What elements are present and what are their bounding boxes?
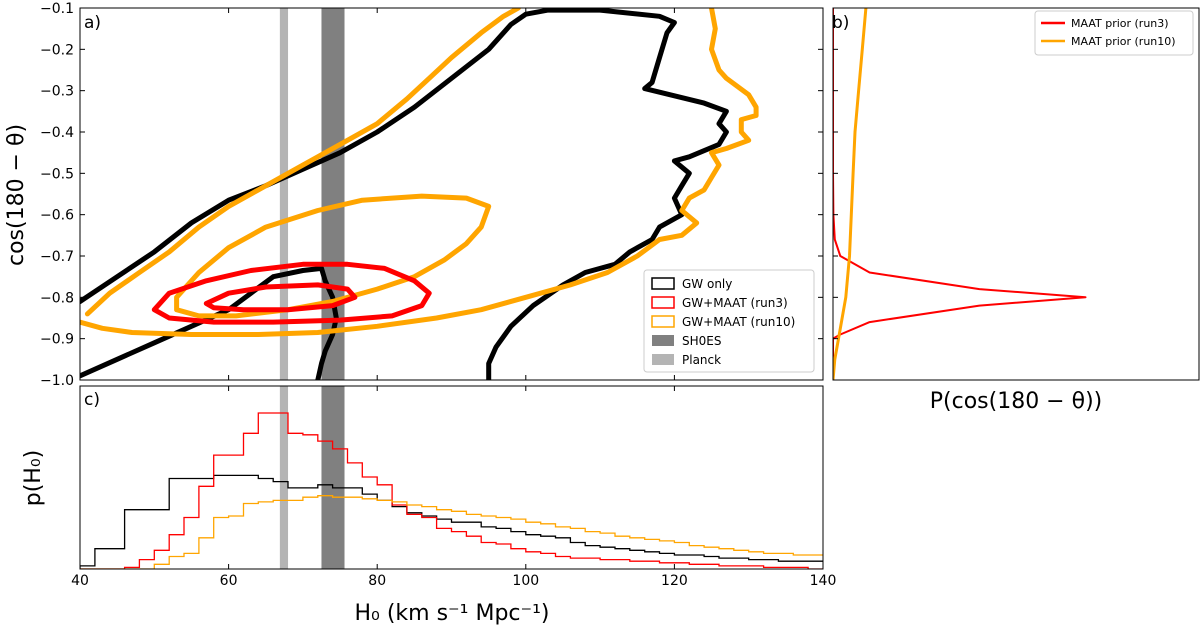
panel-c-ticks: 40 60 80 100 120 140 [71, 386, 836, 589]
x-tick-label: 120 [661, 573, 688, 589]
legend-label-planck: Planck [682, 353, 721, 367]
legend-swatch-gw-only [651, 277, 675, 290]
legend-box-b [1034, 10, 1194, 56]
panel-c-histograms [80, 412, 823, 569]
band-sh0es [321, 386, 345, 569]
legend-label-gw-maat-run10: GW+MAAT (run10) [682, 315, 795, 329]
legend-swatch-sh0es [652, 335, 674, 346]
y-tick-label: −0.6 [40, 208, 74, 224]
panel-c-tag: c) [84, 390, 100, 410]
panel-a-y-axis-title: cos(180 − θ) [4, 124, 29, 266]
contour-gw-maat-run3-6 [203, 282, 358, 313]
y-tick-label: −1.0 [40, 373, 74, 389]
y-tick-label: −0.7 [40, 249, 74, 265]
panel-c-frame [79, 385, 824, 570]
panel-a-legend: GW only GW+MAAT (run3) GW+MAAT (run10) SH0E… [643, 269, 815, 373]
panel-b-x-axis-title: P(cos(180 − θ)) [930, 389, 1103, 414]
legend-label-gw-only: GW only [682, 277, 732, 291]
x-tick-label: 100 [512, 573, 539, 589]
histogram-gw-maat-run3 [80, 412, 823, 569]
x-tick-label: 60 [220, 573, 238, 589]
panel-b-frame [832, 7, 1200, 381]
contour-gw-only-0 [80, 8, 729, 380]
legend-label-maat-prior-run10: MAAT prior (run10) [1071, 35, 1176, 48]
band-planck [279, 8, 289, 380]
legend-box [643, 269, 815, 373]
legend-swatch-gw-maat-run10 [651, 315, 675, 328]
contour-gw-maat-run10-2 [84, 8, 521, 317]
histogram-gw-only [80, 474, 823, 569]
panel-c-x-axis-title: H₀ (km s⁻¹ Mpc⁻¹) [354, 601, 549, 626]
panel-a-ticks: −1.0 −0.9 −0.8 −0.7 −0.6 −0.5 −0.4 −0.3 −0.2 −0.1 [40, 1, 824, 389]
y-tick-label: −0.3 [40, 84, 74, 100]
panel-c-bands [279, 386, 345, 569]
panel-b-legend: MAAT prior (run3) MAAT prior (run10) [1034, 10, 1194, 56]
legend-swatch-planck [652, 354, 674, 365]
panel-a-frame [79, 7, 824, 381]
prior-line-maat-prior-run10 [833, 8, 868, 380]
y-tick-label: −0.9 [40, 332, 74, 348]
x-tick-label: 40 [71, 573, 89, 589]
contour-gw-maat-run10-4 [174, 193, 492, 319]
panel-c-histogram: 40 60 80 100 120 140 c) p(H₀) H₀ (km s⁻¹ Mpc⁻… [21, 385, 836, 626]
y-tick-label: −0.5 [40, 166, 74, 182]
contour-gw-maat-run10-3 [80, 8, 759, 337]
legend-swatch-gw-maat-run3 [651, 296, 675, 309]
legend-label-maat-prior-run3: MAAT prior (run3) [1071, 17, 1169, 30]
panel-c-y-axis-title: p(H₀) [21, 450, 46, 507]
y-tick-label: −0.4 [40, 125, 74, 141]
panel-b-ticks [833, 7, 838, 381]
y-tick-label: −0.2 [40, 42, 74, 58]
panel-a-contour-plot: −1.0 −0.9 −0.8 −0.7 −0.6 −0.5 −0.4 −0.3 −0.2 −0.1… [4, 1, 824, 389]
contour-gw-maat-run3-5 [151, 261, 432, 325]
panel-b-prior-plot: b) P(cos(180 − θ)) MAAT prior (run3)MAAT… [832, 7, 1200, 414]
x-tick-label: 80 [368, 573, 386, 589]
legend-label-sh0es: SH0ES [682, 334, 721, 348]
panel-b-tag: b) [832, 13, 849, 33]
histogram-gw-maat-run10 [80, 495, 823, 569]
x-tick-label: 140 [810, 573, 837, 589]
y-tick-label: −0.1 [40, 1, 74, 17]
panel-a-tag: a) [84, 13, 101, 33]
y-tick-label: −0.8 [40, 290, 74, 306]
band-planck [279, 386, 289, 569]
panel-a-contours [80, 8, 759, 380]
panel-b-lines [833, 8, 1087, 380]
legend-label-gw-maat-run3: GW+MAAT (run3) [682, 296, 788, 310]
prior-line-maat-prior-run3 [833, 8, 1087, 380]
